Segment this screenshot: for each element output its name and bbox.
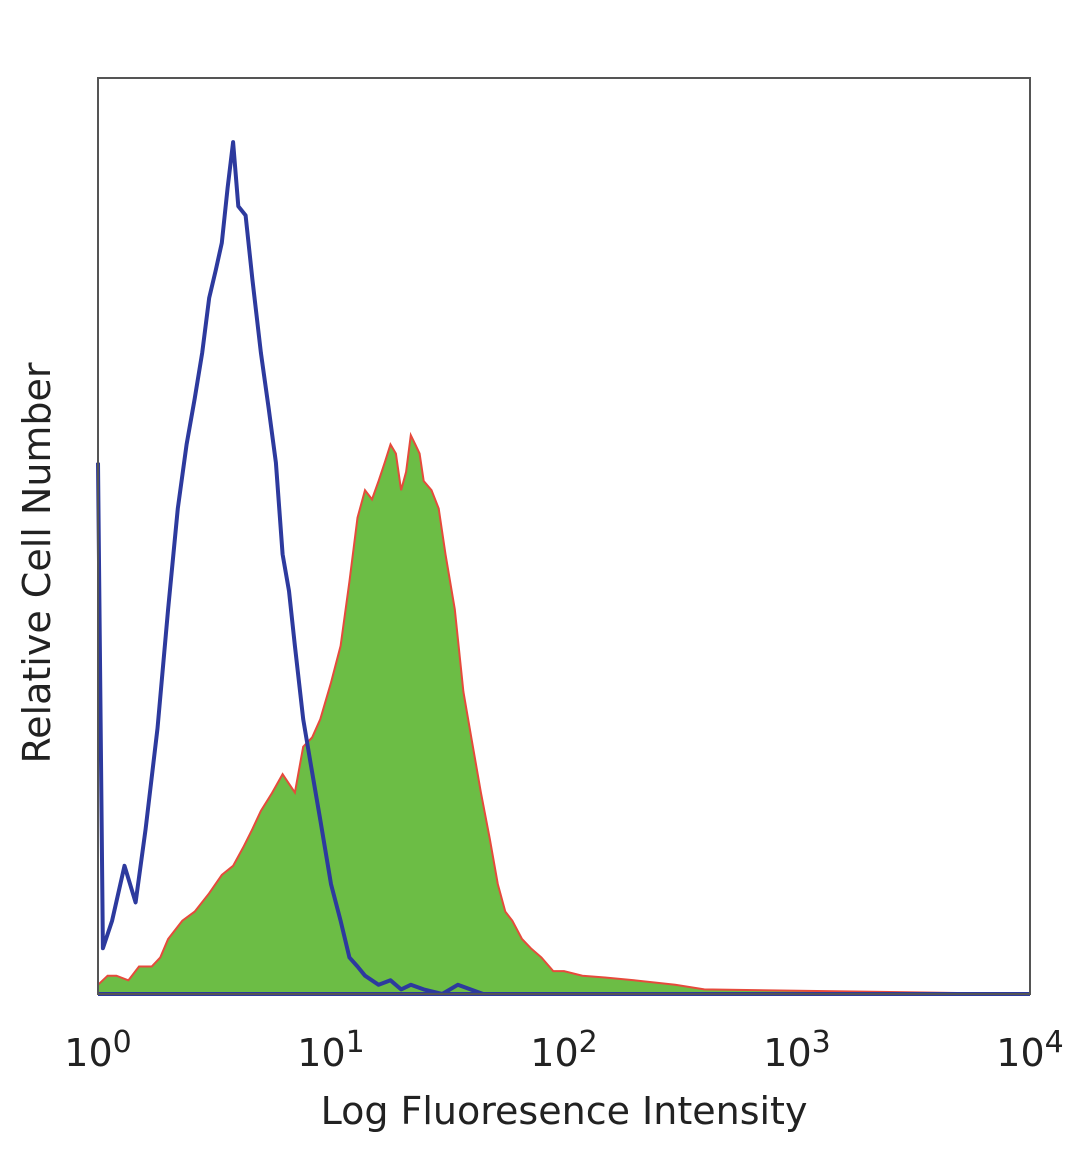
series-1-edge [97, 431, 1031, 995]
x-tick-layer: 100 101 102 103 104 [64, 1025, 1063, 1075]
x-tick-label-1: 101 [297, 1025, 364, 1075]
y-axis-title: Relative Cell Number [15, 362, 59, 763]
series-1-area [98, 435, 1030, 994]
x-tick-label-3: 103 [763, 1025, 830, 1075]
x-tick-label-4: 104 [996, 1025, 1063, 1075]
series-layer [96, 140, 1031, 996]
x-tick-label-2: 102 [530, 1025, 597, 1075]
x-axis-title: Log Fluoresence Intensity [321, 1089, 808, 1133]
plot-frame [97, 77, 1031, 995]
series-0-line [96, 140, 1030, 996]
x-tick-label-0: 100 [64, 1025, 131, 1075]
